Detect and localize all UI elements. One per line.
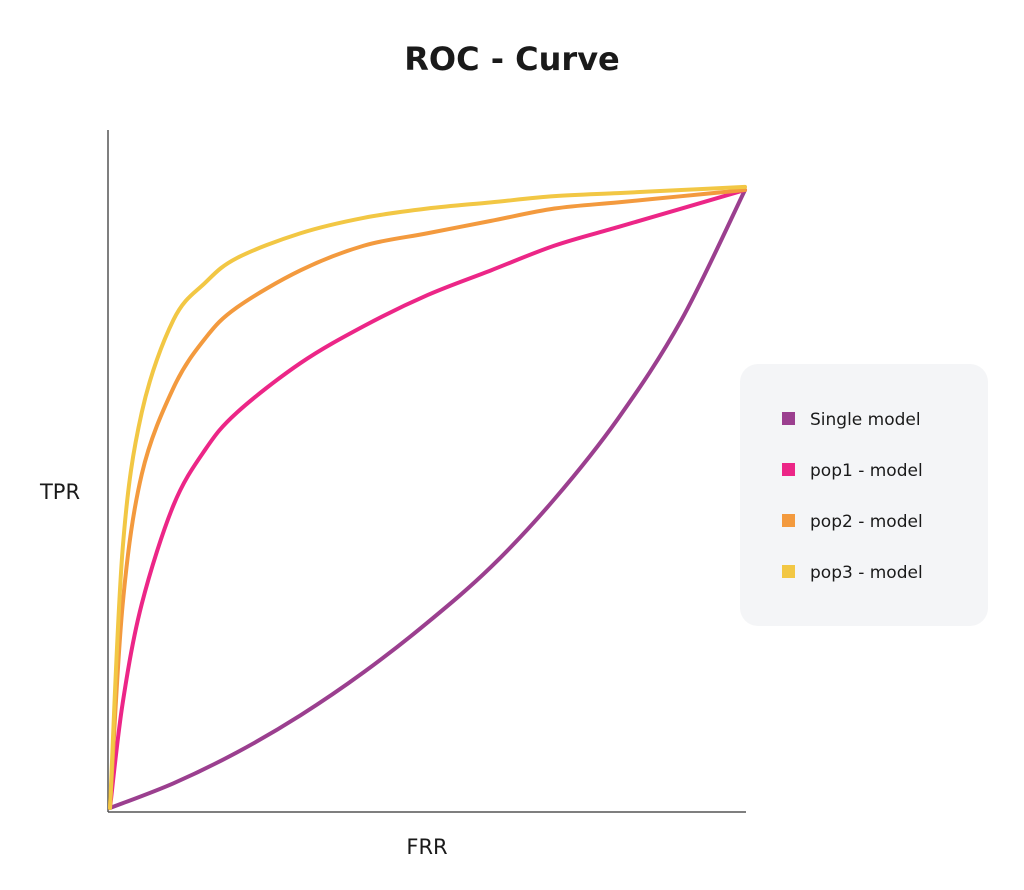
chart-title: ROC - Curve bbox=[404, 40, 620, 78]
series-line-1 bbox=[108, 188, 747, 810]
legend-label-1: Single model bbox=[810, 410, 921, 430]
legend: Single model pop1 - model pop2 - model pop3… bbox=[782, 410, 923, 583]
legend-label-4: pop3 - model bbox=[810, 563, 923, 583]
x-axis-label: FRR bbox=[406, 835, 447, 859]
legend-label-3: pop2 - model bbox=[810, 512, 923, 532]
series-line-4 bbox=[108, 184, 747, 810]
y-axis-label: TPR bbox=[39, 480, 80, 504]
legend-label-2: pop1 - model bbox=[810, 461, 923, 481]
legend-swatch-2 bbox=[782, 463, 795, 476]
legend-swatch-4 bbox=[782, 565, 795, 578]
legend-box bbox=[740, 364, 988, 626]
series-lines bbox=[108, 184, 747, 810]
legend-swatch-1 bbox=[782, 412, 795, 425]
series-line-3 bbox=[108, 188, 747, 810]
series-line-2 bbox=[108, 188, 747, 810]
legend-swatch-3 bbox=[782, 514, 795, 527]
